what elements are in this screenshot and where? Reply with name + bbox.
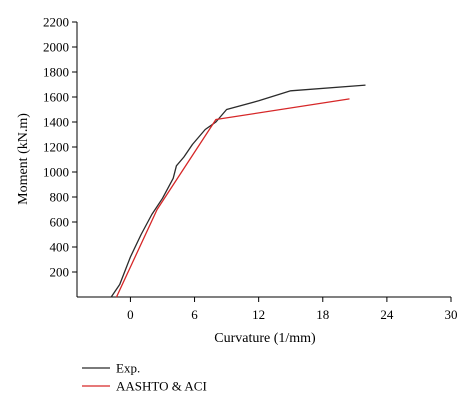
x-tick-label: 12	[252, 307, 265, 322]
y-tick-label: 400	[50, 240, 70, 255]
series-line-1	[110, 84, 366, 298]
y-tick-label: 800	[50, 190, 70, 205]
x-tick-label: 6	[191, 307, 198, 322]
y-tick-label: 1600	[43, 90, 69, 105]
chart-legend: Exp. AASHTO & ACI	[82, 361, 207, 394]
x-tick-label: 24	[380, 307, 394, 322]
y-axis-ticks: 200 400 600 800 1000 1200 1400 1600 1800 2000 2200	[43, 15, 77, 280]
legend-label: AASHTO & ACI	[116, 379, 207, 394]
series-line-2	[115, 98, 350, 298]
y-tick-label: 200	[50, 265, 70, 280]
x-tick-label: 30	[445, 307, 458, 322]
data-series	[110, 84, 366, 298]
x-tick-label: 18	[316, 307, 329, 322]
x-tick-label: 0	[127, 307, 134, 322]
plot-axes	[76, 22, 451, 298]
y-tick-label: 1400	[43, 115, 69, 130]
x-axis-ticks: 0 6 12 18 24 30	[127, 297, 458, 322]
y-tick-label: 1000	[43, 165, 69, 180]
y-tick-label: 2200	[43, 15, 69, 30]
x-axis-label: Curvature (1/mm)	[214, 331, 316, 346]
legend-label: Exp.	[116, 361, 140, 376]
y-tick-label: 1200	[43, 140, 69, 155]
y-axis-label: Moment (kN.m)	[16, 113, 31, 205]
y-tick-label: 1800	[43, 65, 69, 80]
y-tick-label: 2000	[43, 40, 69, 55]
y-tick-label: 600	[50, 215, 70, 230]
